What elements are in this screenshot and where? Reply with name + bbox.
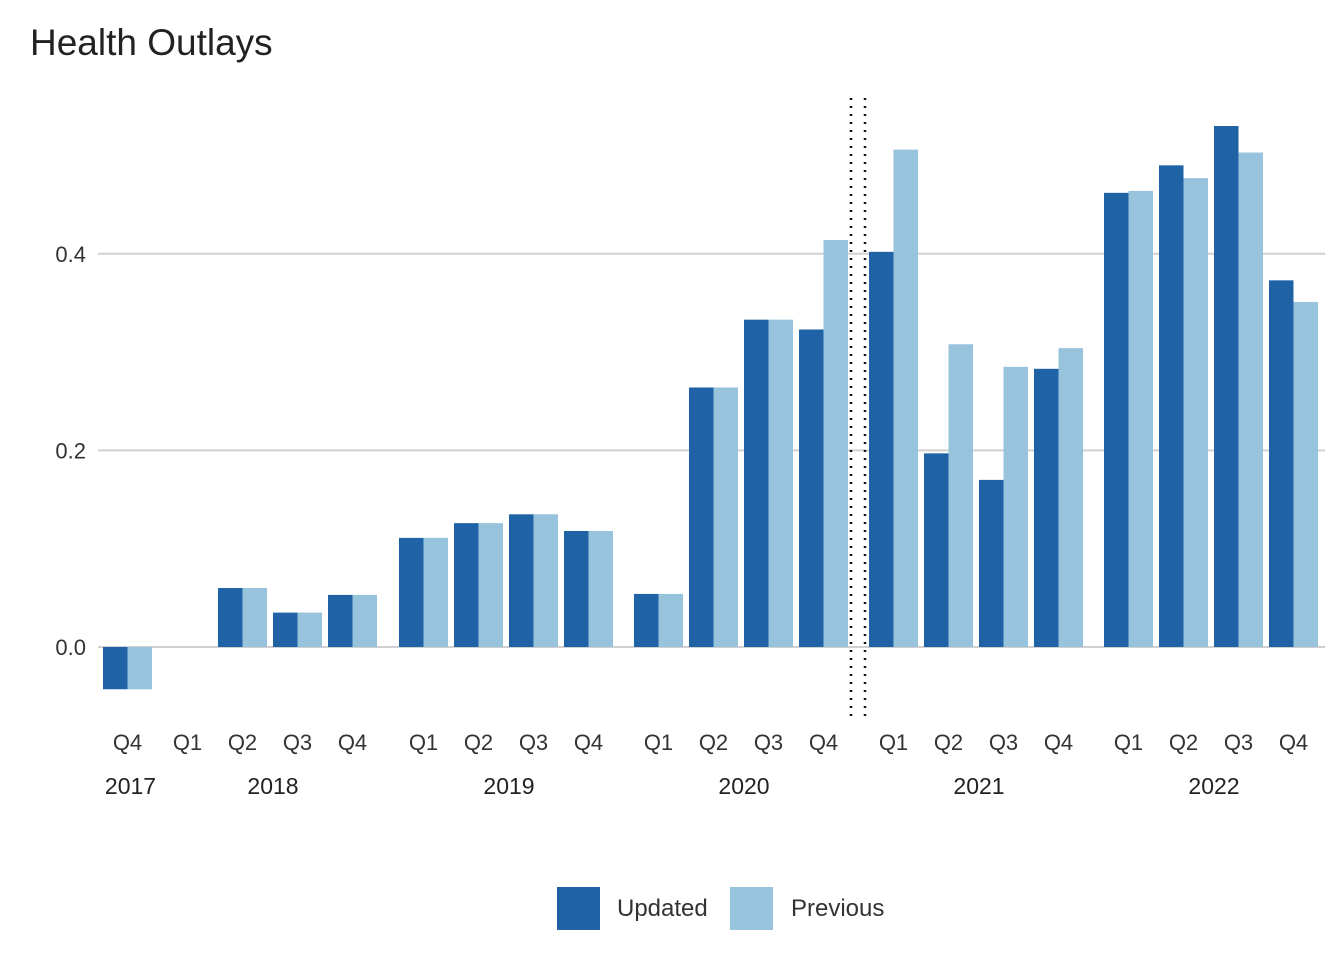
x-tick-label: Q2	[228, 730, 257, 755]
x-tick-label: Q4	[113, 730, 142, 755]
bar-updated	[454, 523, 479, 647]
chart-title: Health Outlays	[30, 22, 273, 63]
bar-previous	[478, 523, 503, 647]
x-tick-label: Q1	[1114, 730, 1143, 755]
bar-updated	[979, 479, 1004, 647]
x-tick-label: Q4	[574, 730, 603, 755]
bar-previous	[297, 612, 322, 647]
bar-updated	[103, 647, 128, 690]
y-tick-label: 0.4	[55, 242, 86, 267]
bar-updated	[273, 612, 298, 647]
bar-previous	[893, 149, 918, 648]
bar-updated	[924, 453, 949, 647]
legend-label: Previous	[791, 895, 884, 922]
y-tick-label: 0.0	[55, 635, 86, 660]
bar-previous	[1238, 152, 1263, 647]
year-label: 2022	[1188, 773, 1239, 799]
x-tick-label: Q4	[1279, 730, 1308, 755]
year-label: 2018	[247, 773, 298, 799]
bar-previous	[1058, 348, 1083, 647]
year-label: 2021	[953, 773, 1004, 799]
bar-updated	[1034, 368, 1059, 647]
legend-label: Updated	[617, 895, 708, 922]
bar-previous	[352, 594, 377, 647]
x-tick-label: Q2	[934, 730, 963, 755]
bar-previous	[242, 588, 267, 647]
x-tick-label: Q3	[283, 730, 312, 755]
x-tick-label: Q2	[1169, 730, 1198, 755]
bar-previous	[1003, 366, 1028, 647]
bar-previous	[658, 593, 683, 647]
bar-updated	[1159, 165, 1184, 647]
bar-updated	[218, 588, 243, 647]
x-tick-label: Q1	[173, 730, 202, 755]
bar-previous	[1128, 190, 1153, 647]
x-tick-label: Q4	[338, 730, 367, 755]
bar-updated	[1214, 126, 1239, 647]
x-tick-label: Q1	[644, 730, 673, 755]
bar-previous	[1293, 301, 1318, 647]
bar-updated	[509, 514, 534, 647]
bar-previous	[423, 537, 448, 647]
bar-previous	[948, 344, 973, 647]
bar-updated	[634, 593, 659, 647]
x-tick-label: Q1	[879, 730, 908, 755]
legend-swatch	[730, 887, 773, 930]
x-tick-label: Q2	[464, 730, 493, 755]
bar-updated	[328, 594, 353, 647]
year-label: 2017	[105, 773, 156, 799]
bar-updated	[1269, 280, 1294, 647]
bar-updated	[564, 531, 589, 647]
bar-updated	[399, 537, 424, 647]
year-label: 2020	[718, 773, 769, 799]
x-tick-label: Q2	[699, 730, 728, 755]
y-tick-label: 0.2	[55, 438, 86, 463]
bar-updated	[869, 251, 894, 648]
bar-previous	[588, 531, 613, 647]
bar-updated	[744, 319, 769, 647]
bar-previous	[1183, 178, 1208, 647]
bar-updated	[689, 387, 714, 647]
bar-previous	[768, 319, 793, 647]
bar-previous	[533, 514, 558, 647]
bar-previous	[127, 647, 152, 690]
x-tick-label: Q3	[989, 730, 1018, 755]
x-tick-label: Q1	[409, 730, 438, 755]
x-tick-label: Q3	[519, 730, 548, 755]
x-tick-label: Q3	[1224, 730, 1253, 755]
bar-updated	[799, 329, 824, 647]
bar-previous	[823, 240, 848, 647]
x-tick-label: Q3	[754, 730, 783, 755]
x-tick-label: Q4	[809, 730, 838, 755]
legend-swatch	[557, 887, 600, 930]
bar-updated	[1104, 192, 1129, 647]
x-tick-label: Q4	[1044, 730, 1073, 755]
bar-previous	[713, 387, 738, 647]
year-label: 2019	[483, 773, 534, 799]
